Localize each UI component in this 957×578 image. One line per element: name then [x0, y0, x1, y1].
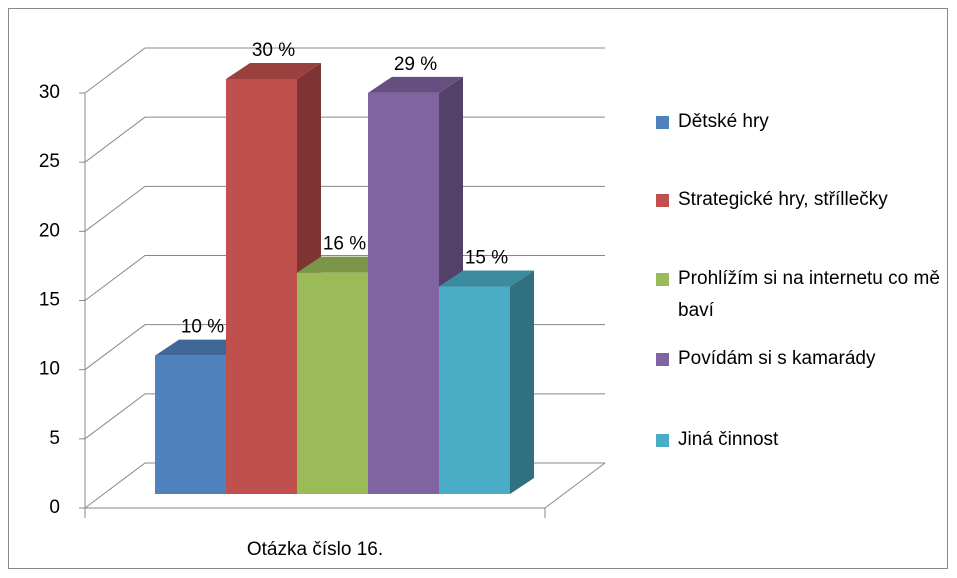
legend-swatch: [656, 273, 669, 286]
legend-label: Dětské hry: [678, 111, 769, 132]
data-label: 30 %: [252, 40, 295, 61]
bar-side: [510, 270, 534, 494]
bar: [439, 286, 510, 494]
legend-swatch: [656, 434, 669, 447]
y-tick-label: 0: [49, 497, 60, 518]
bar-top: [226, 63, 321, 79]
legend-item: Jiná činnost: [656, 424, 946, 456]
legend-item: Strategické hry, stříllečky: [656, 184, 946, 216]
legend-item: Dětské hry: [656, 106, 946, 138]
legend-swatch: [656, 194, 669, 207]
legend-label: Povídám si s kamarády: [678, 348, 876, 369]
grid-line: [84, 47, 605, 94]
bar: [155, 355, 226, 494]
bar: [368, 92, 439, 494]
legend-label: Strategické hry, stříllečky: [678, 189, 888, 210]
legend-item: Prohlížím si na internetu co mě baví: [656, 263, 946, 327]
legend-item: Povídám si s kamarády: [656, 343, 946, 375]
bar: [226, 79, 297, 494]
legend-swatch: [656, 353, 669, 366]
y-tick-label: 25: [39, 151, 60, 172]
y-tick-label: 20: [39, 220, 60, 241]
legend-swatch: [656, 116, 669, 129]
data-label: 29 %: [394, 54, 437, 75]
data-label: 16 %: [323, 234, 366, 255]
bar-top: [368, 76, 463, 93]
y-tick-label: 10: [39, 359, 60, 380]
y-tick-label: 15: [39, 290, 60, 311]
legend-label: Prohlížím si na internetu co mě baví: [678, 268, 940, 321]
data-label: 10 %: [181, 317, 224, 338]
data-label: 15 %: [465, 248, 508, 269]
bar-top: [439, 270, 534, 287]
y-tick-label: 30: [39, 82, 60, 103]
x-tick-label: Otázka číslo 16.: [247, 539, 383, 560]
bar: [297, 272, 368, 494]
legend-label: Jiná činnost: [678, 429, 779, 450]
y-tick-label: 5: [49, 428, 60, 449]
